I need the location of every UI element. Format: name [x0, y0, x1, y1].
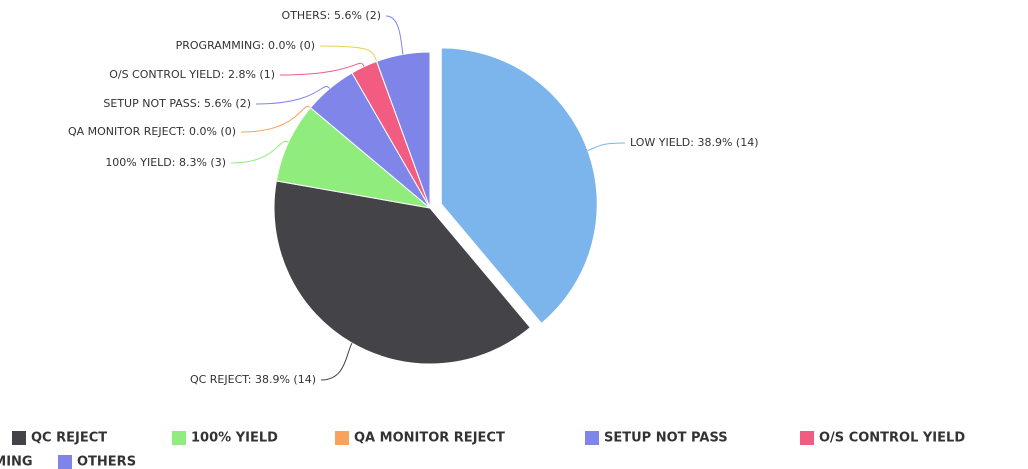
data-label: SETUP NOT PASS: 5.6% (2)	[103, 97, 251, 110]
label-connector	[320, 342, 353, 381]
data-label: PROGRAMMING: 0.0% (0)	[176, 39, 315, 52]
data-label: QA MONITOR REJECT: 0.0% (0)	[68, 125, 236, 138]
legend-label: 100% YIELD	[191, 431, 278, 446]
label-connector	[279, 62, 365, 76]
label-connector	[230, 140, 289, 164]
data-label: OTHERS: 5.6% (2)	[282, 9, 381, 22]
legend-swatch	[172, 431, 186, 445]
label-connector	[255, 85, 331, 105]
legend-label: QC REJECT	[31, 431, 107, 446]
legend-item[interactable]: 100% YIELD	[172, 431, 278, 446]
data-label: 100% YIELD: 8.3% (3)	[105, 156, 226, 169]
pie-slice	[273, 180, 531, 365]
data-label: O/S CONTROL YIELD: 2.8% (1)	[109, 68, 275, 81]
pie-slice	[376, 51, 431, 209]
legend-item[interactable]: SETUP NOT PASS	[585, 431, 728, 446]
legend-label: OTHERS	[77, 455, 136, 469]
legend-swatch	[58, 455, 72, 469]
legend-item[interactable]: PROGRAMMING	[0, 455, 33, 469]
label-connector	[385, 15, 404, 55]
legend-item[interactable]: OTHERS	[58, 455, 136, 469]
legend-label: PROGRAMMING	[0, 455, 33, 469]
label-connector	[587, 142, 626, 152]
legend-label: SETUP NOT PASS	[604, 431, 728, 446]
data-label: LOW YIELD: 38.9% (14)	[630, 136, 759, 149]
legend-swatch	[800, 431, 814, 445]
legend-label: O/S CONTROL YIELD	[819, 431, 965, 446]
legend-label: QA MONITOR REJECT	[354, 431, 505, 446]
legend-swatch	[585, 431, 599, 445]
legend-swatch	[335, 431, 349, 445]
legend-item[interactable]: QA MONITOR REJECT	[335, 431, 505, 446]
legend-item[interactable]: O/S CONTROL YIELD	[800, 431, 965, 446]
legend-swatch	[12, 431, 26, 445]
pie-slice	[440, 47, 598, 325]
data-label: QC REJECT: 38.9% (14)	[190, 373, 316, 386]
label-connector	[319, 45, 378, 62]
label-connector	[240, 106, 311, 133]
legend-item[interactable]: QC REJECT	[12, 431, 107, 446]
